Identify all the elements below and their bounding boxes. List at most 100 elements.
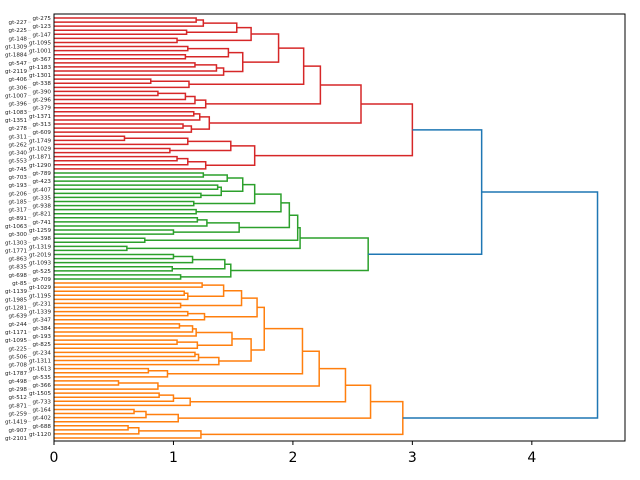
- leaf-label: gt-547: [9, 61, 28, 67]
- dendrogram-link: [223, 51, 244, 73]
- dendrogram-links: [54, 17, 599, 439]
- dendrogram-link: [200, 186, 222, 197]
- leaf-label: gt-512: [9, 395, 27, 401]
- leaf-label: gt-1095: [5, 338, 27, 344]
- leaf-label: gt-1505: [29, 391, 51, 397]
- dendrogram-link: [180, 289, 243, 307]
- dendrogram-link: [54, 37, 178, 44]
- leaf-label: gt-1787: [5, 371, 27, 377]
- dendrogram-link: [218, 338, 252, 362]
- leaf-label: gt-639: [9, 314, 28, 320]
- dendrogram-link: [221, 177, 244, 193]
- dendrogram-link: [205, 65, 322, 105]
- x-tick-label: 3: [408, 450, 417, 466]
- leaf-label: gt-698: [9, 273, 28, 279]
- leaf-label: gt-1309: [5, 45, 27, 51]
- dendrogram-link: [54, 229, 175, 235]
- dendrogram-link: [54, 253, 175, 260]
- leaf-label: gt-1301: [29, 73, 51, 79]
- dendrogram-link: [54, 172, 205, 178]
- leaf-label: gt-296: [33, 98, 52, 104]
- dendrogram-link: [180, 263, 232, 278]
- dendrogram-link: [172, 258, 226, 270]
- dendrogram-link: [54, 111, 195, 117]
- dendrogram-link: [54, 17, 197, 23]
- leaf-label: gt-423: [33, 179, 52, 185]
- leaf-label: gt-335: [33, 195, 52, 201]
- dendrogram-link: [54, 310, 189, 317]
- dendrogram-link: [209, 84, 362, 124]
- leaf-label: gt-525: [33, 269, 52, 275]
- leaf-label: gt-708: [9, 363, 28, 369]
- dendrogram-link: [54, 369, 169, 378]
- leaf-label: gt-2019: [29, 253, 51, 259]
- leaf-label: gt-789: [33, 171, 52, 177]
- dendrogram-link: [54, 282, 203, 288]
- dendrogram-link: [54, 380, 120, 386]
- leaf-label: gt-1139: [5, 289, 27, 295]
- leaf-label: gt-300: [9, 232, 28, 238]
- leaf-label: gt-396: [9, 102, 28, 108]
- dendrogram-link: [54, 325, 194, 333]
- dendrogram-link: [54, 19, 205, 27]
- leaf-label: gt-206: [9, 191, 28, 197]
- leaf-label: gt-366: [33, 383, 52, 389]
- dendrogram-link: [54, 367, 150, 374]
- dendrogram-link: [177, 26, 252, 42]
- plot-frame: [53, 13, 626, 442]
- x-tick-label: 1: [169, 450, 178, 466]
- dendrogram-link: [54, 382, 159, 390]
- leaf-label: gt-1281: [5, 306, 27, 312]
- dendrogram-link: [54, 302, 182, 309]
- leaf-label: gt-406: [9, 77, 28, 83]
- leaf-label: gt-1303: [5, 240, 27, 246]
- leaf-label: gt-741: [33, 220, 52, 226]
- leaf-label: gt-227: [9, 20, 28, 26]
- leaf-label: gt-317: [9, 208, 28, 214]
- dendrogram-link: [54, 219, 208, 227]
- leaf-label: gt-1259: [29, 228, 51, 234]
- dendrogram-link: [54, 339, 178, 345]
- dendrogram-link: [54, 245, 128, 252]
- leaf-label: gt-225: [9, 28, 28, 34]
- leaf-label: gt-1183: [29, 65, 51, 71]
- leaf-label: gt-1029: [29, 146, 51, 152]
- leaf-label: gt-1613: [29, 367, 51, 373]
- dendrogram-link: [54, 312, 206, 321]
- leaf-label: gt-244: [9, 322, 28, 328]
- leaf-label: gt-225: [9, 346, 28, 352]
- leaf-label: gt-2101: [5, 436, 27, 442]
- x-tick-label: 4: [527, 450, 536, 466]
- leaf-label: gt-821: [33, 212, 52, 218]
- dendrogram-link: [204, 297, 258, 318]
- leaf-label: gt-379: [33, 106, 52, 112]
- dendrogram-link: [54, 64, 218, 72]
- leaf-label: gt-384: [33, 326, 52, 332]
- dendrogram-link: [54, 90, 159, 97]
- leaf-label: gt-835: [9, 265, 28, 271]
- dendrogram-link: [54, 290, 185, 297]
- dendrogram-link: [54, 392, 160, 398]
- leaf-label: gt-1063: [5, 224, 27, 230]
- leaf-label: gt-2119: [5, 69, 27, 75]
- dendrogram-link: [54, 45, 189, 52]
- leaf-label: gt-193: [33, 334, 52, 340]
- leaf-label: gt-609: [33, 130, 52, 136]
- leaf-label: gt-1419: [5, 420, 27, 426]
- leaf-label: gt-1029: [29, 285, 51, 291]
- dendrogram-link: [185, 47, 230, 58]
- leaf-label: gt-1290: [29, 163, 51, 169]
- leaf-label: gt-164: [33, 407, 52, 413]
- leaf-label: gt-1339: [29, 310, 51, 316]
- leaf-label: gt-506: [9, 354, 28, 360]
- leaf-label: gt-938: [33, 204, 52, 210]
- dendrogram-link: [54, 208, 197, 215]
- dendrogram-link: [157, 350, 320, 387]
- dendrogram-link: [54, 137, 189, 146]
- leaf-label: gt-278: [9, 126, 28, 132]
- dendrogram-link: [54, 427, 140, 435]
- leaf-label: gt-193: [9, 183, 28, 189]
- leaf-label: gt-340: [9, 151, 28, 157]
- x-axis: 0 1 2 3 4: [50, 441, 536, 466]
